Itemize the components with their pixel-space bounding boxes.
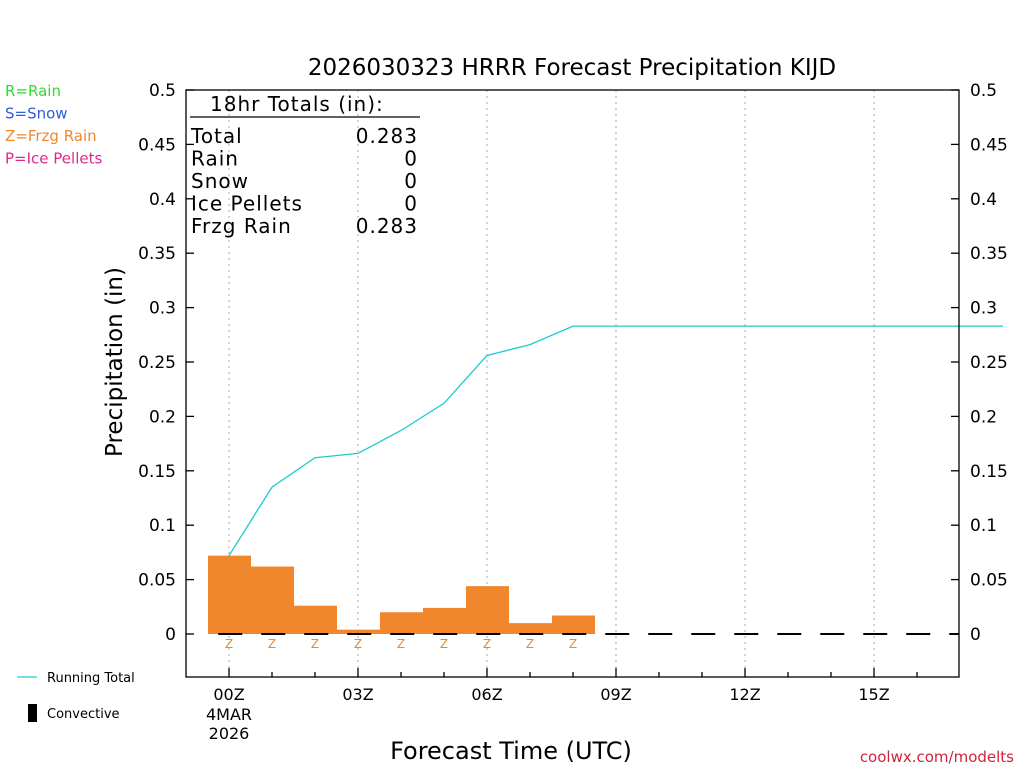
totals-label-0: Total <box>190 124 243 148</box>
plot-frame <box>185 89 960 678</box>
totals-box: 18hr Totals (in): Total 0.283 Rain 0 Snow 0 Ice… <box>190 92 420 238</box>
totals-value-0: 0.283 <box>356 124 418 148</box>
totals-heading: 18hr Totals (in): <box>210 92 384 116</box>
running-total-polyline <box>228 325 1003 557</box>
totals-value-1: 0 <box>404 147 418 171</box>
bar-4h <box>380 612 423 634</box>
y-tick-label-left-3: 0.15 <box>138 462 176 482</box>
bar-0h <box>208 555 251 634</box>
precip-bars <box>208 555 595 634</box>
chart-title: 2026030323 HRRR Forecast Precipitation K… <box>308 55 836 81</box>
credit-text: coolwx.com/modelts <box>860 748 1014 766</box>
y-tick-label-left-9: 0.45 <box>138 135 176 155</box>
series-legend: Running Total Convective <box>17 671 135 722</box>
y-tick-label-left-4: 0.2 <box>149 407 176 427</box>
type-code-6h: Z <box>483 637 491 651</box>
y-tick-label-left-10: 0.5 <box>149 81 176 101</box>
x-tick-label-00Z: 00Z <box>213 685 244 704</box>
y-tick-label-right-1: 0.05 <box>970 571 1008 591</box>
y-tick-label-left-0: 0 <box>165 625 176 645</box>
legend-type-1: S=Snow <box>5 105 68 123</box>
y-tick-label-left-5: 0.25 <box>138 353 176 373</box>
plot-border <box>185 89 960 678</box>
x-tick-label-12Z: 12Z <box>729 685 760 704</box>
totals-label-1: Rain <box>191 147 239 171</box>
precip-type-legend: R=Rain S=Snow Z=Frzg Rain P=Ice Pellets <box>5 82 102 168</box>
type-code-1h: Z <box>268 637 276 651</box>
type-code-2h: Z <box>311 637 319 651</box>
bar-7h <box>509 623 552 634</box>
totals-label-4: Frzg Rain <box>191 214 292 238</box>
y-tick-label-left-2: 0.1 <box>149 516 176 536</box>
bar-6h <box>466 586 509 634</box>
y-tick-label-right-4: 0.2 <box>970 407 997 427</box>
bar-2h <box>294 605 337 634</box>
y-tick-label-left-1: 0.05 <box>138 571 176 591</box>
y-tick-label-left-6: 0.3 <box>149 299 176 319</box>
type-code-8h: Z <box>569 637 577 651</box>
vertical-gridlines <box>228 90 875 677</box>
y-tick-label-right-9: 0.45 <box>970 135 1008 155</box>
totals-value-4: 0.283 <box>356 214 418 238</box>
legend-convective-swatch <box>28 704 37 722</box>
y-tick-label-right-2: 0.1 <box>970 516 997 536</box>
x-tick-label-09Z: 09Z <box>600 685 631 704</box>
y-tick-label-right-7: 0.35 <box>970 244 1008 264</box>
type-code-0h: Z <box>225 637 233 651</box>
x-tick-label-15Z: 15Z <box>858 685 889 704</box>
legend-type-2: Z=Frzg Rain <box>5 127 97 145</box>
y-tick-label-right-10: 0.5 <box>970 81 997 101</box>
legend-type-3: P=Ice Pellets <box>5 150 102 168</box>
y-tick-label-right-6: 0.3 <box>970 299 997 319</box>
y-tick-label-right-0: 0 <box>970 625 981 645</box>
x-date-label: 4MAR <box>206 705 252 724</box>
bar-3h <box>337 629 380 634</box>
type-code-4h: Z <box>397 637 405 651</box>
bar-1h <box>251 566 294 634</box>
legend-convective-label: Convective <box>47 707 120 722</box>
type-code-3h: Z <box>354 637 362 651</box>
totals-label-2: Snow <box>191 169 249 193</box>
totals-value-2: 0 <box>404 169 418 193</box>
x-axis-label: Forecast Time (UTC) <box>390 737 632 765</box>
x-tick-label-03Z: 03Z <box>342 685 373 704</box>
totals-label-3: Ice Pellets <box>191 192 303 216</box>
y-axis-label: Precipitation (in) <box>102 267 128 457</box>
x-tick-label-06Z: 06Z <box>471 685 502 704</box>
type-code-7h: Z <box>526 637 534 651</box>
type-code-5h: Z <box>440 637 448 651</box>
running-total-line <box>228 325 1003 557</box>
y-tick-label-left-7: 0.35 <box>138 244 176 264</box>
legend-type-0: R=Rain <box>5 82 61 100</box>
y-tick-label-left-8: 0.4 <box>149 190 176 210</box>
y-tick-label-right-8: 0.4 <box>970 190 997 210</box>
bar-5h <box>423 607 466 634</box>
y-tick-label-right-5: 0.25 <box>970 353 1008 373</box>
totals-value-3: 0 <box>404 192 418 216</box>
legend-running-total-label: Running Total <box>47 671 135 686</box>
bar-8h <box>552 615 595 634</box>
x-year-label: 2026 <box>209 724 250 743</box>
y-axis-ticks: 0 00.05 0.050.1 0.10.15 0.150.2 0.20.25 0.250.… <box>138 81 1008 645</box>
y-tick-label-right-3: 0.15 <box>970 462 1008 482</box>
